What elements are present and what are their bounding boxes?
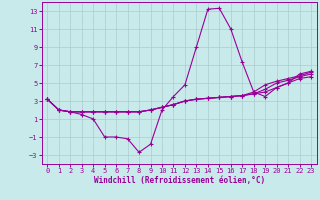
X-axis label: Windchill (Refroidissement éolien,°C): Windchill (Refroidissement éolien,°C) (94, 176, 265, 185)
